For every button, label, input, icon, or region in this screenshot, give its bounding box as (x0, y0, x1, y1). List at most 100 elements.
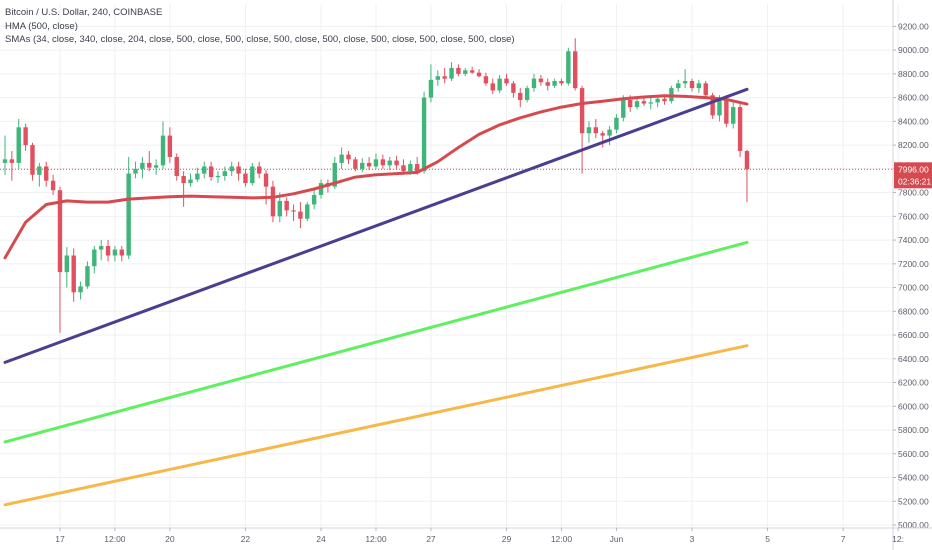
candle (504, 73, 509, 86)
candle-body (531, 78, 537, 89)
price-tick-label: 6800.00 (898, 306, 929, 316)
candle (682, 69, 688, 89)
candle-body (627, 99, 633, 108)
price-tick-label: 5200.00 (898, 496, 929, 506)
candle-body (552, 80, 557, 86)
candle (318, 179, 324, 199)
candle-body (463, 70, 468, 74)
price-tick-label: 8200.00 (898, 140, 929, 150)
last-price-tag-background (894, 162, 932, 189)
legend: Bitcoin / U.S. Dollar, 240, COINBASE HMA… (5, 6, 515, 47)
candle-body (236, 166, 241, 174)
price-tick-label: 8600.00 (898, 93, 929, 103)
price-tick-label: 6200.00 (898, 378, 929, 388)
candle (531, 73, 537, 92)
candle-body (277, 200, 282, 217)
candle (284, 197, 289, 217)
candle-body (23, 127, 28, 146)
candle-body (353, 159, 358, 169)
candle-body (600, 133, 605, 136)
candle-body (614, 117, 619, 130)
candle (346, 151, 351, 165)
price-tick-label: 6400.00 (898, 354, 929, 364)
time-tick-label: 29 (502, 534, 512, 544)
candle (469, 66, 475, 74)
candle-body (305, 204, 310, 219)
candle-body (195, 173, 200, 180)
candle-body (318, 183, 324, 195)
candle (174, 153, 179, 181)
candle-body (511, 83, 516, 93)
candle-body (119, 249, 124, 256)
candle-body (689, 80, 695, 89)
candle (662, 96, 667, 105)
candle (71, 248, 76, 302)
candle (147, 151, 152, 172)
candle (586, 121, 592, 143)
candle (456, 64, 461, 77)
candle (85, 261, 90, 289)
candle-body (167, 135, 173, 157)
hma-legend[interactable]: HMA (500, close) (5, 20, 78, 32)
symbol-title[interactable]: Bitcoin / U.S. Dollar, 240, COINBASE (5, 7, 163, 18)
price-tick-label: 7800.00 (898, 188, 929, 198)
candle (37, 162, 42, 187)
price-tick-label: 5400.00 (898, 473, 929, 483)
candle-body (202, 166, 207, 174)
candle-body (9, 159, 15, 163)
candle (50, 174, 56, 195)
time-tick-label: 20 (165, 534, 175, 544)
candle-body (270, 186, 276, 217)
candle (133, 161, 138, 179)
candle-body (85, 266, 90, 287)
candle-body (648, 102, 653, 104)
candle-body (71, 255, 76, 293)
time-tick-label: 12:00 (551, 534, 573, 544)
smas-legend[interactable]: SMAs (34, close, 340, close, 204, close,… (5, 34, 515, 45)
candle-body (44, 166, 49, 181)
candle-body (710, 95, 715, 116)
candle (30, 142, 35, 181)
candle (463, 67, 468, 77)
candle (305, 202, 310, 222)
candle-body (483, 76, 489, 84)
candle-body (655, 98, 660, 103)
candle (250, 162, 255, 186)
candle (153, 159, 159, 175)
candle-body (593, 127, 599, 134)
candle-body (284, 200, 289, 211)
price-tick-label: 6600.00 (898, 330, 929, 340)
candle (256, 161, 262, 179)
candle (373, 153, 379, 169)
candle-body (504, 78, 509, 84)
candle (703, 80, 708, 98)
time-tick-label: 27 (426, 534, 436, 544)
last-price-value: 7996.00 (898, 164, 929, 174)
candle-body (92, 249, 97, 267)
candle (476, 69, 482, 78)
candle-body (291, 210, 296, 212)
candle (160, 121, 166, 169)
time-tick-label: 5 (765, 534, 770, 544)
price-tick-label: 9000.00 (898, 45, 929, 55)
candle (119, 246, 124, 262)
candle-body (497, 78, 502, 91)
candle-body (469, 70, 475, 73)
candle-body (373, 159, 379, 167)
candle (44, 161, 49, 187)
candle-body (298, 211, 303, 219)
candle-body (133, 168, 138, 174)
candle (360, 158, 365, 173)
candle (490, 78, 495, 95)
price-tick-label: 9200.00 (898, 21, 929, 31)
series-line (3, 240, 749, 444)
candle (243, 168, 248, 187)
candle (353, 156, 358, 172)
candle-body (518, 92, 523, 100)
candle (538, 75, 544, 86)
candle-body (621, 99, 626, 118)
candle-body (421, 97, 427, 172)
candle-body (64, 255, 70, 273)
